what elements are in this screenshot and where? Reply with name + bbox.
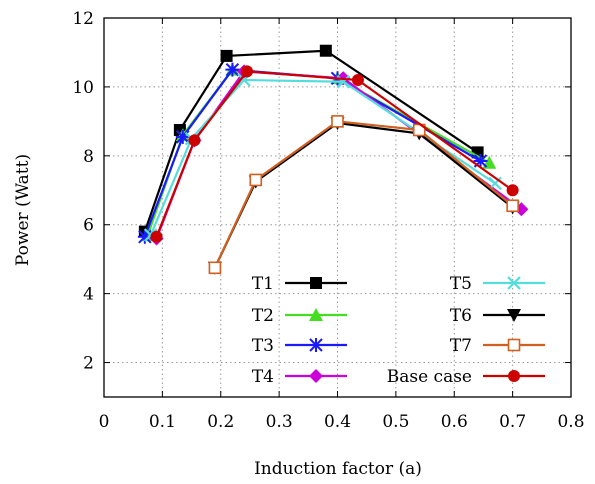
legend-label: T4: [252, 367, 274, 387]
x-tick-label: 0.6: [441, 412, 468, 432]
legend-label: Base case: [387, 367, 472, 387]
x-tick-label: 0.5: [382, 412, 409, 432]
x-tick-label: 0: [99, 412, 110, 432]
y-tick-label: 2: [83, 354, 94, 374]
y-tick-label: 8: [83, 147, 94, 167]
legend-swatch-marker: [508, 370, 520, 382]
data-point: [474, 154, 488, 168]
legend-label: T5: [450, 274, 472, 294]
x-tick-label: 0.8: [557, 412, 584, 432]
data-point: [250, 174, 261, 185]
y-tick-label: 6: [83, 216, 94, 236]
y-tick-label: 10: [72, 78, 94, 98]
data-point: [221, 50, 233, 62]
legend-label: T6: [450, 306, 472, 326]
x-tick-label: 0.4: [324, 412, 351, 432]
data-point: [151, 231, 163, 243]
legend-swatch-marker: [509, 340, 520, 351]
data-point: [320, 45, 332, 57]
data-point: [225, 63, 239, 77]
x-tick-label: 0.7: [499, 412, 526, 432]
x-tick-label: 0.3: [266, 412, 293, 432]
legend-label: T7: [450, 336, 472, 356]
legend-label: T2: [252, 306, 274, 326]
x-axis-label: Induction factor (a): [254, 459, 422, 479]
legend-swatch-marker: [309, 338, 323, 352]
data-point: [507, 184, 519, 196]
data-point: [241, 65, 253, 77]
data-point: [507, 200, 518, 211]
data-point: [188, 134, 200, 146]
legend-swatch-marker: [310, 277, 322, 289]
data-point: [332, 116, 343, 127]
legend-label: T3: [252, 336, 274, 356]
y-axis-label: Power (Watt): [13, 154, 33, 266]
y-tick-label: 4: [83, 285, 94, 305]
legend-label: T1: [252, 274, 274, 294]
x-tick-label: 0.1: [149, 412, 176, 432]
y-tick-label: 12: [72, 9, 94, 29]
data-point: [209, 262, 220, 273]
data-point: [352, 74, 364, 86]
x-tick-label: 0.2: [207, 412, 234, 432]
